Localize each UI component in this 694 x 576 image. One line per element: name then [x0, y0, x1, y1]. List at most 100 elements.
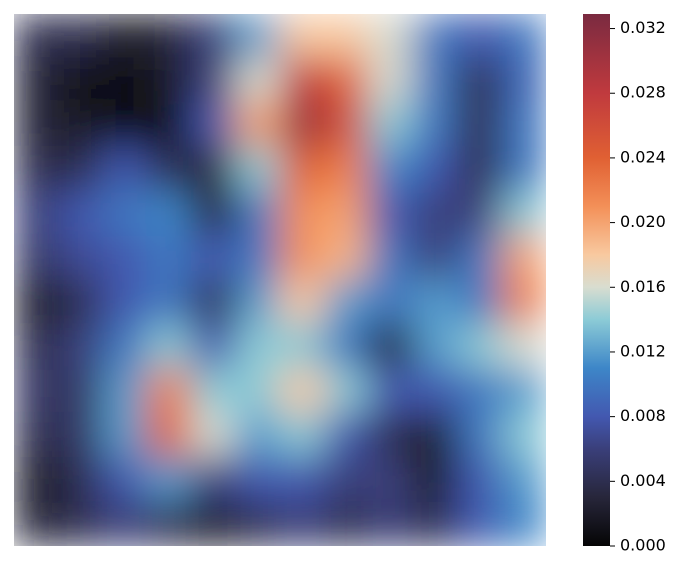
contour-cell — [190, 235, 237, 281]
contour-cell — [456, 14, 503, 59]
contour-cell — [57, 323, 104, 370]
contour-cell — [412, 146, 458, 192]
contour-cell — [368, 190, 414, 237]
contour-cell — [279, 14, 325, 59]
contour-cell — [14, 279, 59, 325]
contour-cell — [102, 14, 148, 59]
colorbar-tick-label: 0.000 — [620, 536, 666, 555]
contour-cell — [501, 57, 546, 104]
contour-cell — [235, 456, 281, 503]
contour-cell — [14, 456, 59, 503]
contour-cell — [190, 102, 237, 148]
contour-cell — [456, 368, 503, 414]
contour-cell — [501, 146, 546, 192]
contour-cell — [102, 323, 148, 370]
contour-cell — [323, 146, 370, 192]
contour-cell — [368, 14, 414, 59]
contour-cell — [146, 456, 192, 503]
contour-cell — [146, 323, 192, 370]
contour-cell — [14, 14, 59, 59]
colorbar-tick-label: 0.028 — [620, 83, 666, 102]
contour-cell — [14, 57, 59, 104]
contour-cell — [412, 412, 458, 458]
colorbar-tick-label: 0.004 — [620, 471, 666, 490]
contour-cell — [279, 146, 325, 192]
contour-cell — [14, 102, 59, 148]
contour-cell — [412, 368, 458, 414]
contour-cell — [501, 235, 546, 281]
contour-cell — [14, 235, 59, 281]
contour-cell — [57, 14, 104, 59]
contour-cell — [146, 235, 192, 281]
contour-cell — [235, 368, 281, 414]
colorbar-tick-label: 0.032 — [620, 18, 666, 37]
contour-cell — [501, 279, 546, 325]
contour-cell — [456, 323, 503, 370]
contour-cell — [368, 323, 414, 370]
contour-cell — [368, 368, 414, 414]
plot-area — [14, 14, 546, 546]
contour-cell — [456, 412, 503, 458]
contour-cell — [102, 456, 148, 503]
contour-cell — [368, 412, 414, 458]
colorbar-ticks: 0.000 0.004 0.008 0.012 0.016 0.020 0.024 0.028… — [610, 18, 666, 555]
contour-cell — [102, 57, 148, 104]
contour-cell — [368, 146, 414, 192]
contour-cell — [14, 146, 59, 192]
contour-cell — [456, 279, 503, 325]
colorbar — [583, 14, 610, 546]
contour-cell — [501, 14, 546, 59]
contour-cell — [412, 190, 458, 237]
colorbar-tick-label: 0.016 — [620, 277, 666, 296]
contour-cell — [279, 190, 325, 237]
contour-cell — [235, 190, 281, 237]
contour-cell — [146, 190, 192, 237]
contour-cell — [190, 501, 237, 546]
contour-cell — [190, 146, 237, 192]
contour-cell — [14, 190, 59, 237]
contour-cell — [146, 14, 192, 59]
contour-cell — [235, 146, 281, 192]
contour-cell — [501, 368, 546, 414]
contour-cell — [412, 14, 458, 59]
contour-cell — [323, 14, 370, 59]
contour-cell — [235, 412, 281, 458]
contour-cell — [57, 57, 104, 104]
contour-cell — [368, 235, 414, 281]
contour-cell — [190, 14, 237, 59]
contour-cell — [323, 412, 370, 458]
contour-cell — [412, 235, 458, 281]
contour-cell — [57, 279, 104, 325]
contour-cell — [456, 501, 503, 546]
contour-cell — [456, 57, 503, 104]
contour-cell — [456, 102, 503, 148]
contour-cell — [146, 412, 192, 458]
contour-cell — [323, 57, 370, 104]
contour-cell — [368, 279, 414, 325]
contour-cell — [57, 235, 104, 281]
contour-cell — [146, 146, 192, 192]
contour-cell — [323, 501, 370, 546]
contour-cell — [146, 102, 192, 148]
contour-cell — [279, 501, 325, 546]
contour-cell — [456, 235, 503, 281]
contour-cell — [102, 501, 148, 546]
contour-cell — [279, 323, 325, 370]
contour-cell — [501, 456, 546, 503]
contour-cell — [102, 368, 148, 414]
contour-cell — [102, 412, 148, 458]
contour-cell — [279, 412, 325, 458]
contour-cell — [323, 190, 370, 237]
contour-cell — [57, 456, 104, 503]
contour-cell — [501, 102, 546, 148]
contour-cell — [279, 368, 325, 414]
contour-cell — [190, 368, 237, 414]
contour-cell — [323, 456, 370, 503]
contour-cell — [235, 323, 281, 370]
contour-cell — [102, 102, 148, 148]
contour-cell — [368, 456, 414, 503]
colorbar-tick-label: 0.012 — [620, 341, 666, 360]
contour-cell — [279, 57, 325, 104]
contour-cell — [57, 146, 104, 192]
